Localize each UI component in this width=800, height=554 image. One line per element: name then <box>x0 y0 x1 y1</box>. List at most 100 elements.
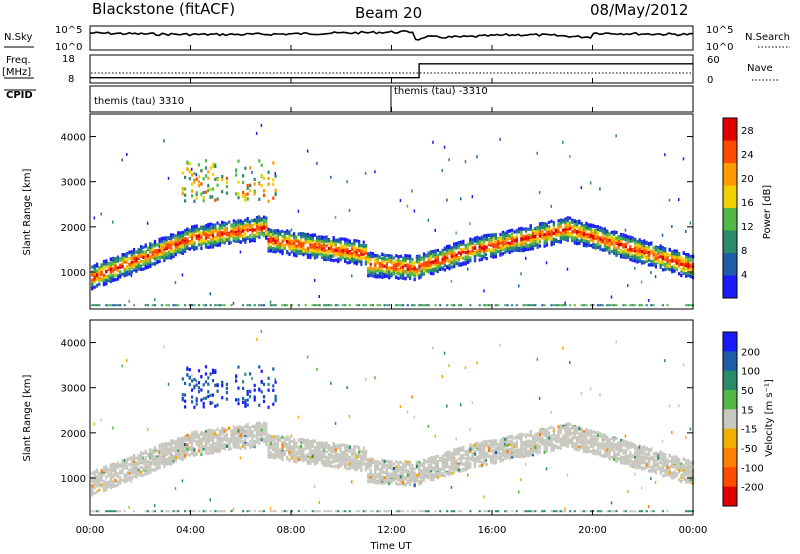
power-cell <box>467 250 470 254</box>
power-cell <box>515 228 518 232</box>
power-cell <box>246 192 249 196</box>
power-cell <box>550 304 553 307</box>
velocity-cell <box>202 401 205 406</box>
power-cell <box>269 235 272 239</box>
power-cell <box>425 254 428 258</box>
power-cell <box>418 275 421 280</box>
power-cell <box>492 255 495 259</box>
power-colorbar-swatch <box>723 208 737 231</box>
velocity-cell <box>202 396 205 401</box>
power-cell <box>109 270 112 274</box>
power-colorbar-swatch <box>723 163 737 186</box>
power-cell <box>527 247 530 252</box>
power-cell <box>184 304 187 307</box>
power-cell <box>687 257 690 261</box>
power-cell <box>283 244 286 248</box>
power-cell <box>453 256 456 260</box>
power-cell <box>659 250 662 254</box>
power-cell <box>128 264 131 269</box>
power-cell <box>652 304 655 307</box>
velocity-cell <box>158 448 161 452</box>
velocity-cell <box>126 359 128 362</box>
power-cell <box>578 232 581 236</box>
power-cell <box>272 182 275 186</box>
velocity-cell <box>191 449 194 453</box>
velocity-cell <box>102 473 106 477</box>
power-cell <box>402 265 405 269</box>
power-cell <box>174 281 177 285</box>
velocity-cell <box>191 438 194 442</box>
power-cell <box>123 272 126 276</box>
power-cell <box>341 245 344 249</box>
power-cell <box>351 254 354 258</box>
velocity-cell <box>156 449 159 453</box>
power-cell <box>172 304 175 307</box>
velocity-cell <box>98 474 101 478</box>
velocity-cell <box>188 510 191 513</box>
power-cell <box>610 242 613 246</box>
power-cell <box>506 249 509 253</box>
power-cell <box>351 251 354 256</box>
power-cell <box>525 229 528 233</box>
power-cell <box>172 240 175 244</box>
velocity-cell <box>130 459 133 463</box>
power-cell <box>673 252 676 256</box>
power-cell <box>622 245 625 249</box>
power-cell <box>133 259 136 263</box>
power-cell <box>253 192 256 196</box>
power-cell <box>297 304 300 307</box>
power-cell <box>460 242 463 247</box>
power-cell <box>483 243 486 247</box>
power-cell <box>255 231 259 235</box>
power-cell <box>592 239 595 243</box>
power-cell <box>566 222 569 226</box>
velocity-cell <box>107 485 110 489</box>
velocity-cell <box>204 365 208 369</box>
power-cell <box>225 191 228 195</box>
power-cell <box>390 261 393 265</box>
power-cell <box>267 182 270 186</box>
velocity-cell <box>193 405 196 409</box>
power-cell <box>295 252 298 256</box>
power-cell <box>179 245 182 249</box>
power-cell <box>578 239 581 243</box>
power-cell <box>390 266 393 270</box>
power-cell <box>566 238 569 242</box>
power-cell <box>596 231 599 235</box>
power-cell <box>323 256 326 260</box>
power-cell <box>242 227 245 231</box>
power-cell <box>525 244 528 248</box>
power-cell <box>279 245 282 250</box>
velocity-cell <box>105 476 108 480</box>
power-cell <box>511 304 514 307</box>
power-cell <box>170 253 173 257</box>
power-cell <box>242 236 245 240</box>
power-cell <box>216 178 219 182</box>
power-cell <box>119 263 122 267</box>
velocity-cell <box>100 478 103 483</box>
power-cell <box>685 262 688 266</box>
power-cell <box>541 225 544 229</box>
power-cell <box>594 246 597 250</box>
power-cell <box>661 260 664 264</box>
power-cell <box>462 262 465 266</box>
power-cell <box>204 159 208 163</box>
power-cell <box>453 242 456 246</box>
power-cell <box>191 194 194 198</box>
power-cell <box>573 304 576 307</box>
power-cell <box>469 259 472 263</box>
power-cell <box>334 215 337 219</box>
power-cell <box>685 264 688 268</box>
power-cell <box>603 229 606 233</box>
power-cell <box>678 252 681 256</box>
power-cell <box>450 261 453 265</box>
power-cell <box>214 177 217 181</box>
power-cell <box>627 252 630 256</box>
power-cell <box>188 304 191 307</box>
power-cell <box>415 255 419 260</box>
velocity-cell <box>167 458 170 462</box>
power-cell <box>422 264 426 268</box>
power-cell <box>230 227 233 231</box>
power-cell <box>469 243 472 247</box>
power-cell <box>309 245 312 249</box>
